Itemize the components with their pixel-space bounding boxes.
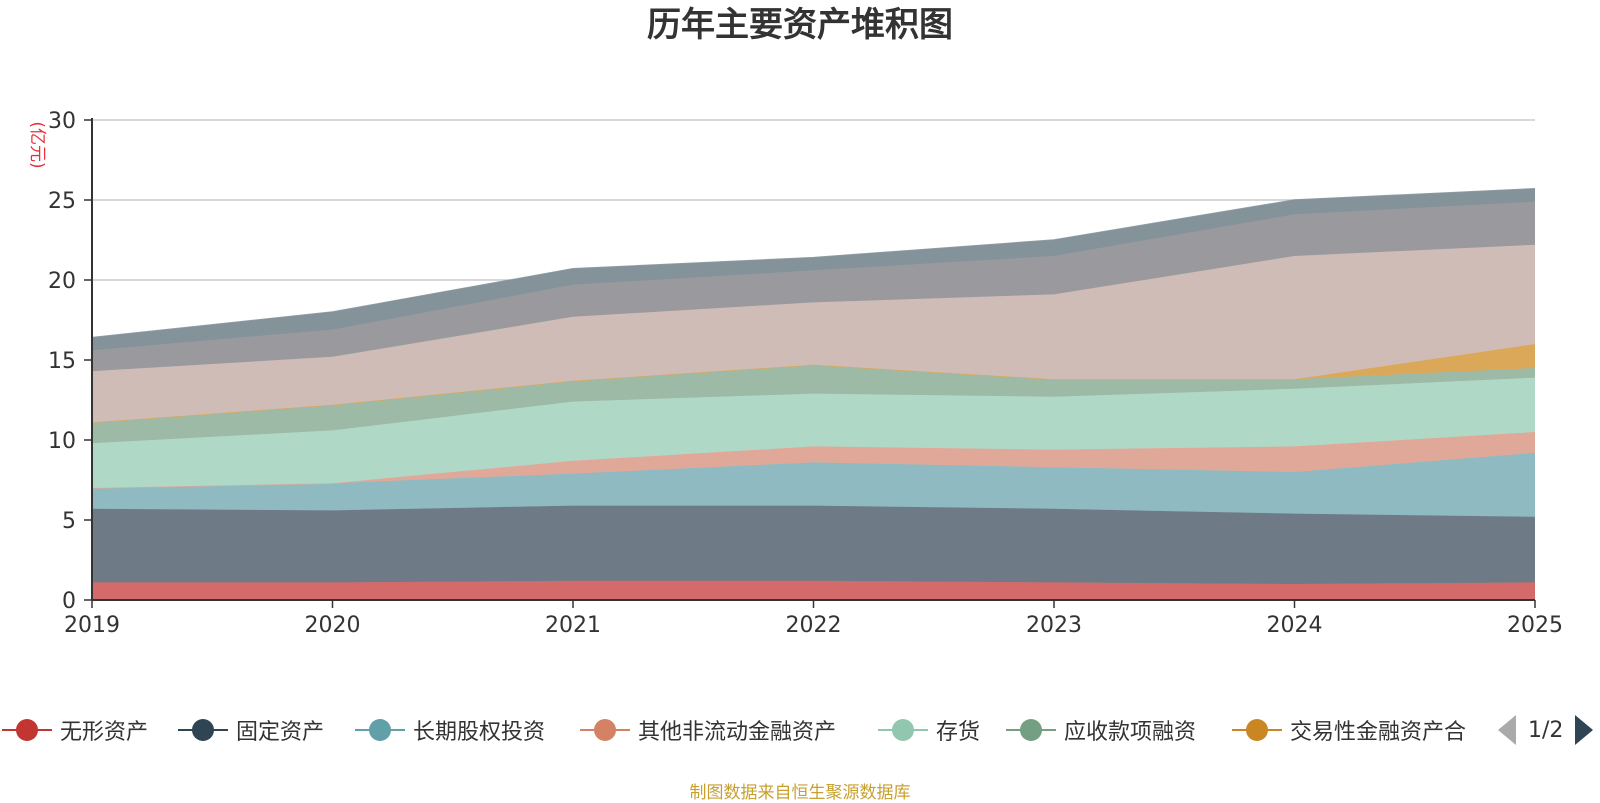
legend-label: 固定资产 xyxy=(236,720,325,745)
y-tick-label: 15 xyxy=(48,349,76,374)
area-series xyxy=(92,364,1535,444)
legend-page-indicator: 1/2 xyxy=(1528,717,1564,743)
legend-label: 无形资产 xyxy=(60,720,149,745)
legend-marker-icon xyxy=(878,715,928,745)
area-series-edge xyxy=(91,188,1536,339)
area-series xyxy=(92,188,1535,351)
y-tick-label: 0 xyxy=(62,589,76,614)
legend-item[interactable]: 应收款项融资 xyxy=(1006,710,1196,750)
area-series xyxy=(92,432,1535,488)
y-tick-label: 30 xyxy=(48,109,76,134)
next-page-arrow-icon[interactable] xyxy=(1575,715,1594,745)
legend-label: 存货 xyxy=(936,720,981,745)
x-tick-label: 2024 xyxy=(1267,613,1323,638)
x-tick-label: 2025 xyxy=(1507,613,1563,638)
x-tick-label: 2019 xyxy=(64,613,120,638)
area-series xyxy=(92,580,1535,600)
data-source-note: 制图数据来自恒生聚源数据库 xyxy=(689,783,911,803)
legend-label: 应收款项融资 xyxy=(1064,720,1197,745)
legend-label: 其他非流动金融资产 xyxy=(638,720,837,745)
y-tick-label: 20 xyxy=(48,269,76,294)
x-tick-label: 2023 xyxy=(1026,613,1082,638)
legend-pager: 1/2 xyxy=(1498,710,1594,750)
legend-marker-icon xyxy=(580,715,630,745)
x-tick-label: 2020 xyxy=(305,613,361,638)
area-series xyxy=(92,505,1535,584)
legend-marker-icon xyxy=(1232,715,1282,745)
legend-marker-icon xyxy=(355,715,405,745)
legend-marker-icon xyxy=(2,715,52,745)
legend-marker-icon xyxy=(178,715,228,745)
y-tick-label: 10 xyxy=(48,429,76,454)
area-series xyxy=(92,452,1535,517)
legend-item[interactable]: 交易性金融资产合 xyxy=(1232,710,1466,750)
chart-title: 历年主要资产堆积图 xyxy=(647,5,953,45)
x-tick-label: 2021 xyxy=(545,613,601,638)
legend: 无形资产 固定资产 长期股权投资 其他非流动金融资产 存货 应收款项融资 交易性金融资产合 xyxy=(0,710,1600,750)
x-tick-label: 2022 xyxy=(786,613,842,638)
area-series xyxy=(92,244,1535,423)
legend-item[interactable]: 无形资产 xyxy=(2,710,148,750)
y-tick-label: 5 xyxy=(62,509,76,534)
legend-item[interactable]: 长期股权投资 xyxy=(355,710,545,750)
legend-label: 交易性金融资产合 xyxy=(1290,720,1467,745)
y-axis-unit-label: (亿元) xyxy=(27,121,47,168)
legend-label: 长期股权投资 xyxy=(413,720,546,745)
y-tick-label: 25 xyxy=(48,189,76,214)
legend-marker-icon xyxy=(1006,715,1056,745)
legend-item[interactable]: 固定资产 xyxy=(178,710,324,750)
area-series xyxy=(92,377,1535,488)
legend-item[interactable]: 其他非流动金融资产 xyxy=(580,710,836,750)
area-series xyxy=(92,201,1535,372)
prev-page-arrow-icon[interactable] xyxy=(1498,715,1516,745)
legend-item[interactable]: 存货 xyxy=(878,710,980,750)
